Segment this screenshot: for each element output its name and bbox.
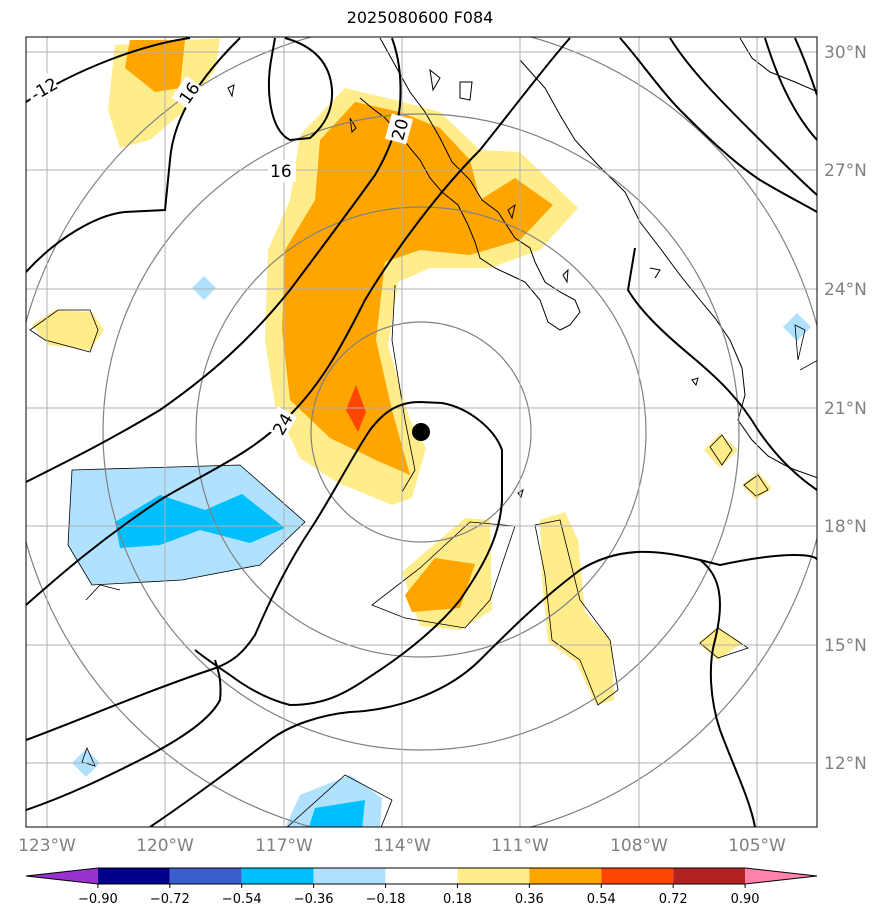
colorbar-swatch xyxy=(745,868,817,884)
colorbar-tick-label: 0.54 xyxy=(587,892,616,907)
storm-center-marker xyxy=(412,423,430,441)
colorbar-swatch xyxy=(529,868,602,884)
lon-label: 108°W xyxy=(610,836,668,856)
colorbar-tick-label: 0.36 xyxy=(515,892,544,907)
map-title: 2025080600 F084 xyxy=(346,8,494,27)
lat-label: 30°N xyxy=(824,43,867,63)
colorbar-swatch xyxy=(26,868,98,884)
lon-label: 105°W xyxy=(728,836,786,856)
colorbar-swatch xyxy=(673,868,746,884)
colorbar-tick-label: 0.72 xyxy=(659,892,688,907)
colorbar-tick-label: 0.18 xyxy=(443,892,472,907)
anomaly-outlines xyxy=(29,284,817,827)
colorbar-swatch xyxy=(169,868,242,884)
lon-label: 111°W xyxy=(491,836,549,856)
lat-label: 27°N xyxy=(824,161,867,181)
colorbar-swatch xyxy=(601,868,674,884)
lat-label: 15°N xyxy=(824,636,867,656)
colorbar-tick-label: −0.90 xyxy=(78,892,118,907)
contour-label: 16 xyxy=(270,162,292,182)
lon-label: 114°W xyxy=(373,836,431,856)
lon-label: 120°W xyxy=(136,836,194,856)
map-frame xyxy=(25,36,818,828)
colorbar-tick-label: 0.90 xyxy=(731,892,760,907)
colorbar-tick-label: −0.54 xyxy=(222,892,262,907)
coastline xyxy=(227,37,817,499)
lat-label: 24°N xyxy=(824,280,867,300)
colorbar-tick-label: −0.36 xyxy=(294,892,334,907)
lat-label: 12°N xyxy=(824,754,867,774)
lon-label: 117°W xyxy=(255,836,313,856)
colorbar-swatch xyxy=(385,868,458,884)
colorbar-swatch xyxy=(457,868,530,884)
range-rings xyxy=(26,37,817,827)
lat-label: 21°N xyxy=(824,399,867,419)
latitude-labels: 30°N 27°N 24°N 21°N 18°N 15°N 12°N xyxy=(824,43,867,774)
colorbar-swatch xyxy=(97,868,170,884)
gridlines xyxy=(26,37,817,827)
colorbar-tick-label: −0.18 xyxy=(366,892,406,907)
positive-anomaly-fill xyxy=(32,38,772,705)
lat-label: 18°N xyxy=(824,517,867,537)
colorbar-tick-label: −0.72 xyxy=(150,892,190,907)
colorbar-swatch xyxy=(313,868,386,884)
lon-label: 123°W xyxy=(18,836,76,856)
colorbar: −0.90 −0.72 −0.54 −0.36 −0.18 0.18 0.36 0.54 0.7… xyxy=(25,867,818,907)
longitude-labels: 123°W 120°W 117°W 114°W 111°W 108°W 105°… xyxy=(18,836,786,856)
colorbar-swatch xyxy=(241,868,314,884)
